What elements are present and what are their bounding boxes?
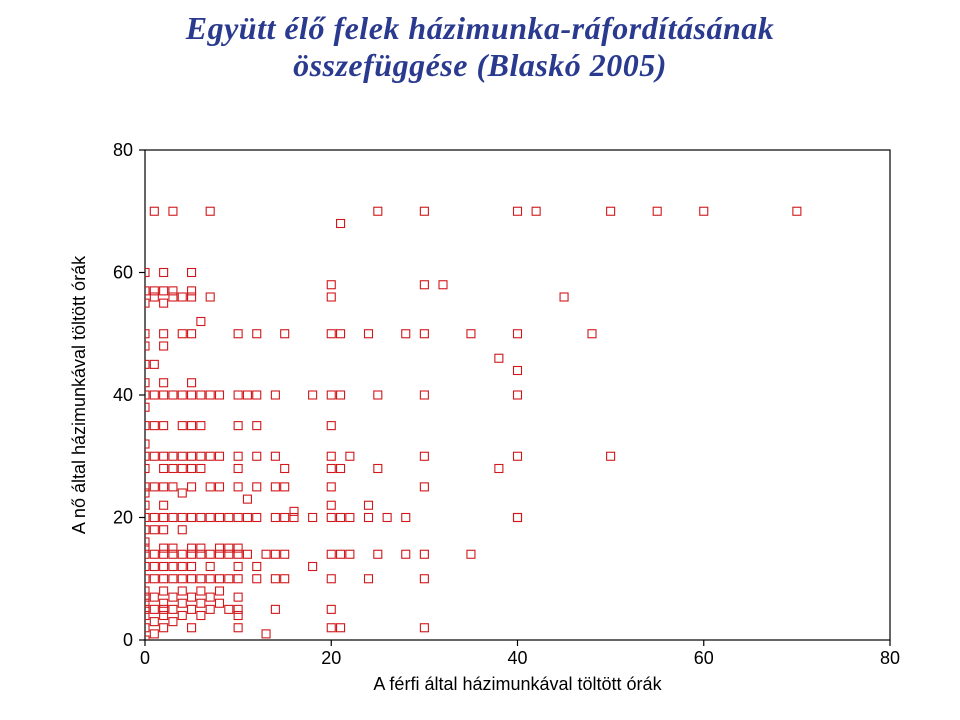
scatter-chart: 0 20 40 60 80 0 20 40 60 80 A férfi által házimunk… xyxy=(55,140,905,700)
title-line-2: összefüggése (Blaskó 2005) xyxy=(0,47,960,84)
svg-text:60: 60 xyxy=(113,263,133,283)
slide-title: Együtt élő felek házimunka-ráfordításána… xyxy=(0,10,960,84)
svg-text:20: 20 xyxy=(321,648,341,668)
svg-text:60: 60 xyxy=(694,648,714,668)
svg-text:0: 0 xyxy=(123,630,133,650)
svg-text:80: 80 xyxy=(880,648,900,668)
svg-text:80: 80 xyxy=(113,140,133,160)
svg-text:A nő által házimunkával töltöt: A nő által házimunkával töltött órák xyxy=(69,255,89,534)
svg-text:40: 40 xyxy=(113,385,133,405)
svg-text:A férfi által házimunkával töl: A férfi által házimunkával töltött órák xyxy=(373,674,662,694)
svg-text:40: 40 xyxy=(507,648,527,668)
svg-text:20: 20 xyxy=(113,508,133,528)
svg-text:0: 0 xyxy=(140,648,150,668)
slide: Együtt élő felek házimunka-ráfordításána… xyxy=(0,0,960,720)
scatter-chart-svg: 0 20 40 60 80 0 20 40 60 80 A férfi által házimunk… xyxy=(55,140,905,700)
title-line-1: Együtt élő felek házimunka-ráfordításána… xyxy=(0,10,960,47)
